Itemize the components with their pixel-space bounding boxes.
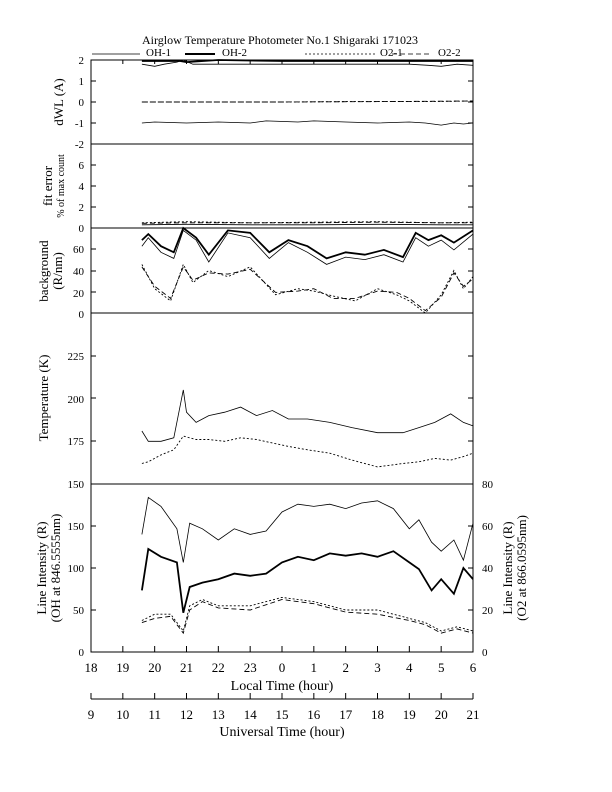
legend: OH-1 OH-2 O2-1 O2-2 <box>92 47 461 59</box>
int-ylabel2: (OH at 846.5555nm) <box>48 514 63 623</box>
ut-tick: 12 <box>180 707 193 722</box>
local-tick: 19 <box>116 660 129 675</box>
int-right-tick-label: 40 <box>482 563 494 575</box>
dwl-tick-label: 2 <box>79 55 85 67</box>
temp-tick-label: 175 <box>68 436 85 448</box>
bg-ylabel: background <box>36 240 51 302</box>
ut-tick: 18 <box>371 707 384 722</box>
local-tick: 2 <box>342 660 349 675</box>
ut-tick: 21 <box>467 707 480 722</box>
panel-bg-frame <box>90 227 474 314</box>
int-tick-label: 150 <box>68 521 85 533</box>
series-layer <box>141 59 474 635</box>
series-line-line-intensity-o2-2 <box>141 599 474 635</box>
int-tick-label: 100 <box>68 563 85 575</box>
fit-tick-label: 4 <box>79 181 85 193</box>
bg-ylabel2: (R/nm) <box>50 252 65 290</box>
ut-axis-label: Universal Time (hour) <box>219 725 345 740</box>
legend-o21: O2-1 <box>380 47 403 59</box>
panel-int-frame <box>90 483 474 653</box>
fit-tick-label: 2 <box>79 202 85 214</box>
ut-tick: 11 <box>148 707 161 722</box>
local-tick: 0 <box>279 660 286 675</box>
local-tick: 6 <box>470 660 477 675</box>
ut-tick: 14 <box>244 707 258 722</box>
int-right-tick-label: 20 <box>482 605 494 617</box>
series-line-dwl-o2-2 <box>141 100 474 103</box>
ut-tick: 17 <box>339 707 353 722</box>
ut-tick-labels: 9 10 11 12 13 14 15 16 17 18 19 20 21 <box>88 707 480 722</box>
bg-tick-label: 60 <box>73 244 85 256</box>
int-right-tick-label: 60 <box>482 521 494 533</box>
local-tick: 4 <box>406 660 413 675</box>
local-tick: 5 <box>438 660 445 675</box>
dwl-tick-label: 0 <box>79 97 85 109</box>
local-tick: 3 <box>374 660 381 675</box>
ut-tick: 16 <box>307 707 321 722</box>
int-tick-label: 0 <box>79 647 85 659</box>
bg-tick-label: 40 <box>73 266 85 278</box>
series-line-fit-error-oh-1 <box>141 223 473 226</box>
dwl-tick-label: -2 <box>75 139 84 151</box>
series-line-temperature-o2 <box>141 435 474 468</box>
series-line-temperature-oh <box>141 389 474 442</box>
ut-tick: 15 <box>276 707 289 722</box>
chart-title: Airglow Temperature Photometer No.1 Shig… <box>142 33 418 47</box>
int-rlabel2: (O2 at 866.0595nm) <box>514 515 529 621</box>
local-axis-label: Local Time (hour) <box>231 679 334 694</box>
series-line-dwl-oh-1 <box>141 59 474 67</box>
dwl-tick-label: 1 <box>79 76 85 88</box>
ut-tick: 19 <box>403 707 416 722</box>
series-line-background-o2-1 <box>141 263 474 314</box>
local-tick-labels: 18 19 20 21 22 23 0 1 2 3 4 5 6 <box>85 660 477 675</box>
int-rlabel: Line Intensity (R) <box>500 521 515 614</box>
bg-tick-label: 20 <box>73 288 85 300</box>
fit-ylabel2: % of max count <box>56 154 67 218</box>
panel-fit-frame <box>90 143 474 229</box>
legend-o22: O2-2 <box>438 47 461 59</box>
panel-temp-frame <box>90 312 474 485</box>
local-tick: 21 <box>180 660 193 675</box>
ut-tick: 13 <box>212 707 225 722</box>
series-line-fit-error-o2-2 <box>141 221 473 224</box>
fit-tick-label: 6 <box>79 160 85 172</box>
series-line-background-oh-2 <box>141 226 474 260</box>
series-line-line-intensity-oh-2 <box>141 547 474 614</box>
local-tick: 1 <box>311 660 318 675</box>
series-line-fit-error-o2-1 <box>141 221 474 224</box>
temp-tick-label: 150 <box>68 479 85 491</box>
legend-oh1: OH-1 <box>146 47 171 59</box>
temp-tick-label: 200 <box>68 394 85 406</box>
temp-ylabel: Temperature (K) <box>36 355 51 442</box>
ticks-layer <box>90 59 474 699</box>
fit-ylabel: fit error <box>40 165 55 206</box>
int-right-tick-label: 80 <box>482 479 494 491</box>
local-tick: 20 <box>148 660 161 675</box>
local-tick: 22 <box>212 660 225 675</box>
local-tick: 18 <box>85 660 98 675</box>
int-tick-label: 50 <box>73 605 85 617</box>
series-line-dwl-oh-2 <box>141 59 473 64</box>
series-line-dwl-oh-1-offset <box>141 120 474 126</box>
series-line-background-o2-2 <box>141 265 474 312</box>
series-line-line-intensity-oh-1 <box>141 496 474 563</box>
bg-tick-label: 0 <box>79 309 85 321</box>
fit-tick-label: 0 <box>79 223 85 235</box>
int-right-tick-label: 0 <box>482 647 488 659</box>
temp-tick-label: 225 <box>68 351 85 363</box>
ut-tick: 9 <box>88 707 95 722</box>
ut-tick: 10 <box>116 707 129 722</box>
dwl-tick-label: -1 <box>75 118 84 130</box>
dwl-ylabel: dWL (A) <box>51 78 66 126</box>
int-ylabel: Line Intensity (R) <box>34 521 49 614</box>
series-line-background-oh-1 <box>141 229 474 265</box>
legend-oh2: OH-2 <box>222 47 247 59</box>
series-line-line-intensity-o2-1 <box>141 596 474 633</box>
ut-tick: 20 <box>435 707 448 722</box>
local-tick: 23 <box>244 660 257 675</box>
